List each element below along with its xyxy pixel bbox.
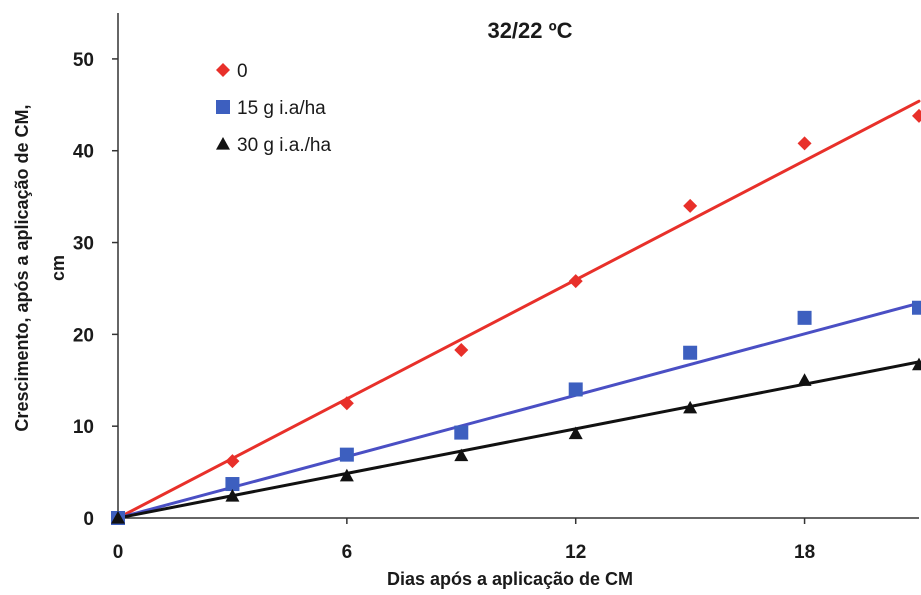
x-tick-label: 6 <box>342 542 353 563</box>
data-point-series-3 <box>339 468 354 482</box>
x-tick-label: 0 <box>113 542 124 563</box>
data-point-series-2 <box>912 300 921 315</box>
axes <box>112 13 919 524</box>
data-point-series-1 <box>454 342 469 357</box>
data-point-series-1 <box>225 454 240 469</box>
data-point-series-2 <box>339 447 354 462</box>
data-point-series-3 <box>454 448 469 462</box>
trendline-3 <box>116 360 921 520</box>
tick-labels: 0 10 20 30 40 50 0 6 12 18 <box>73 50 815 563</box>
data-point-series-2 <box>683 345 698 360</box>
y-axis-title-line2: cm <box>48 255 68 281</box>
data-point-series-1 <box>797 136 812 151</box>
legend-label-1: 0 <box>237 61 248 82</box>
trendline-1 <box>116 99 921 520</box>
y-axis-title-line1: Crescimento, após a aplicação de CM, <box>12 104 32 431</box>
y-tick-label: 20 <box>73 325 94 346</box>
y-tick-label: 0 <box>83 509 94 530</box>
data-point-series-3 <box>225 488 240 502</box>
data-point-series-2 <box>225 477 240 492</box>
data-point-series-1 <box>683 198 698 213</box>
data-point-series-1 <box>568 274 583 289</box>
y-tick-label: 30 <box>73 234 94 255</box>
x-tick-label: 12 <box>565 542 586 563</box>
data-point-series-2 <box>797 310 812 325</box>
data-point-series-2 <box>568 382 583 397</box>
data-point-series-3 <box>568 426 583 440</box>
chart-title: 32/22 ºC <box>487 18 572 43</box>
data-point-series-3 <box>683 400 698 414</box>
data-point-series-3 <box>797 373 812 386</box>
legend: 0 15 g i.a/ha 30 g i.a./ha <box>216 61 331 156</box>
trendline-2 <box>116 301 921 520</box>
data-points <box>111 108 921 525</box>
data-point-series-1 <box>339 396 354 411</box>
y-tick-label: 50 <box>73 50 94 71</box>
x-axis-title: Dias após a aplicação de CM <box>387 569 633 589</box>
trendlines <box>116 99 921 520</box>
legend-label-2: 15 g i.a/ha <box>237 98 326 119</box>
data-point-series-3 <box>912 357 921 371</box>
data-point-series-3 <box>111 511 125 524</box>
y-tick-label: 10 <box>73 417 94 438</box>
legend-label-3: 30 g i.a./ha <box>237 135 331 156</box>
legend-marker-1 <box>216 63 230 77</box>
x-tick-label: 18 <box>794 542 815 563</box>
data-point-series-1 <box>912 108 921 123</box>
y-tick-label: 40 <box>73 142 94 163</box>
data-point-series-2 <box>454 425 469 440</box>
legend-marker-2 <box>216 100 230 114</box>
legend-marker-3 <box>216 137 230 150</box>
